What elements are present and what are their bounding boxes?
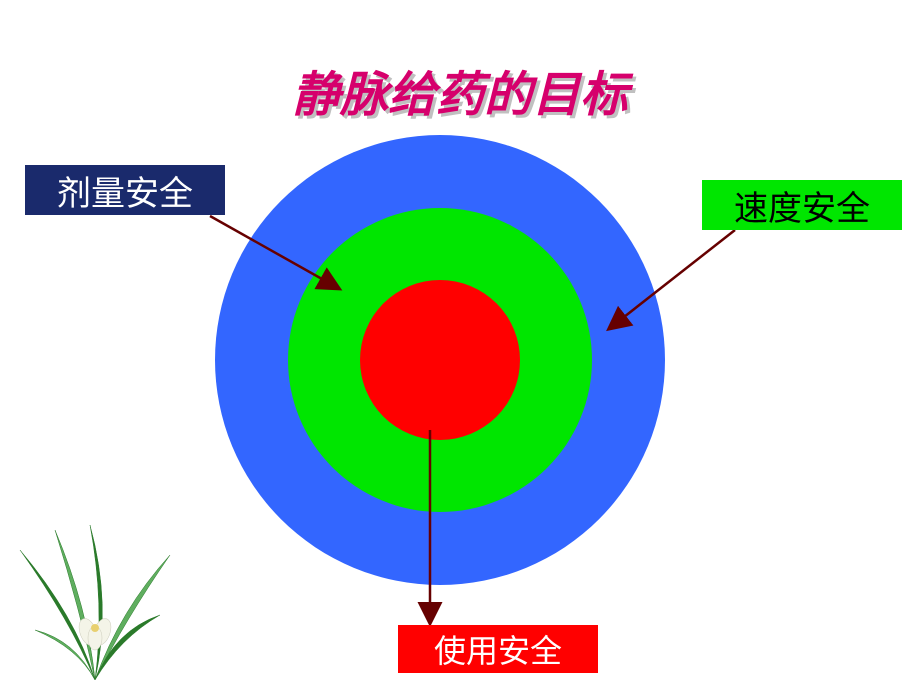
target-inner-ring: [360, 280, 520, 440]
label-dose-text: 剂量安全: [57, 166, 193, 215]
label-use-safety: 使用安全: [398, 625, 598, 673]
label-use-text: 使用安全: [434, 626, 562, 672]
label-speed-text: 速度安全: [734, 181, 870, 230]
plant-decoration: [10, 520, 180, 685]
page-title: 静脉给药的目标: [0, 55, 920, 125]
label-speed-safety: 速度安全: [702, 180, 902, 230]
label-dose-safety: 剂量安全: [25, 165, 225, 215]
